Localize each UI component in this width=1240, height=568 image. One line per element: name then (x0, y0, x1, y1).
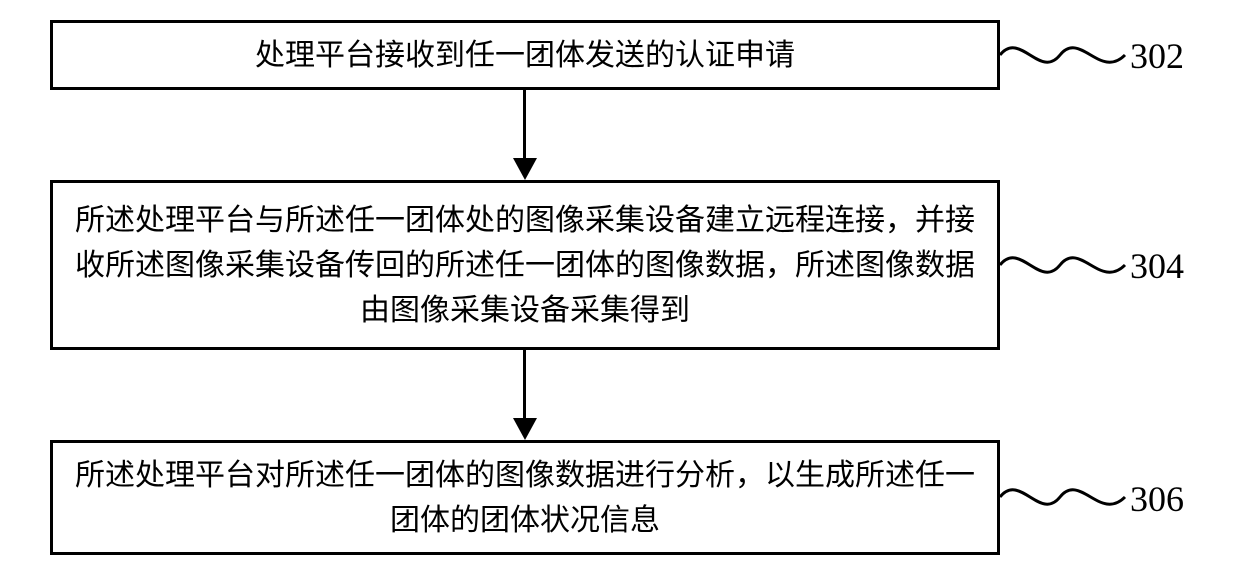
flow-step-304: 所述处理平台与所述任一团体处的图像采集设备建立远程连接，并接收所述图像采集设备传… (50, 180, 1000, 350)
flow-step-306-text: 所述处理平台对所述任一团体的图像数据进行分析，以生成所述任一团体的团体状况信息 (73, 453, 977, 543)
flowchart-canvas: 处理平台接收到任一团体发送的认证申请 所述处理平台与所述任一团体处的图像采集设备… (0, 0, 1240, 568)
connector-304 (1000, 230, 1130, 305)
arrow-302-to-304 (523, 90, 526, 158)
flow-step-306: 所述处理平台对所述任一团体的图像数据进行分析，以生成所述任一团体的团体状况信息 (50, 440, 1000, 555)
arrow-302-to-304-head (513, 158, 537, 180)
flow-step-302-text: 处理平台接收到任一团体发送的认证申请 (255, 33, 795, 78)
arrow-304-to-306-head (513, 418, 537, 440)
arrow-304-to-306 (523, 350, 526, 418)
flow-step-304-text: 所述处理平台与所述任一团体处的图像采集设备建立远程连接，并接收所述图像采集设备传… (73, 198, 977, 333)
connector-302 (1000, 20, 1130, 95)
label-304: 304 (1130, 245, 1184, 287)
label-306: 306 (1130, 478, 1184, 520)
flow-step-302: 处理平台接收到任一团体发送的认证申请 (50, 20, 1000, 90)
label-302: 302 (1130, 35, 1184, 77)
connector-306 (1000, 462, 1130, 537)
